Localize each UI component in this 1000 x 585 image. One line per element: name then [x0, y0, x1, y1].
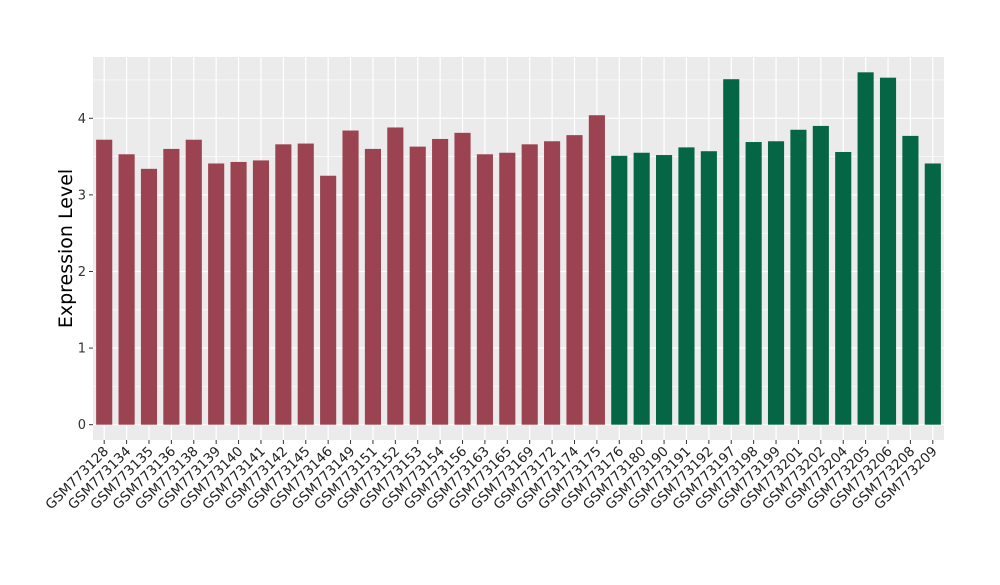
- bar-GSM773202: [812, 125, 829, 425]
- bar-GSM773151: [364, 148, 381, 425]
- bar-GSM773163: [476, 154, 493, 425]
- bar-GSM773192: [700, 151, 717, 425]
- y-tick-label: 0: [78, 418, 86, 433]
- x-axis: GSM773128GSM773134GSM773135GSM773136GSM7…: [43, 440, 941, 513]
- bar-GSM773172: [544, 141, 561, 425]
- bar-GSM773136: [163, 148, 180, 425]
- bar-GSM773165: [499, 152, 516, 425]
- y-tick-label: 1: [78, 342, 86, 357]
- bar-GSM773154: [432, 138, 449, 425]
- bar-GSM773134: [118, 154, 135, 425]
- bar-GSM773156: [454, 132, 471, 425]
- bar-GSM773198: [745, 142, 762, 425]
- bar-GSM773142: [275, 144, 292, 425]
- y-tick-label: 4: [78, 112, 86, 127]
- bar-GSM773140: [230, 161, 247, 425]
- bar-GSM773174: [566, 135, 583, 425]
- bar-GSM773205: [857, 72, 874, 425]
- bar-GSM773191: [678, 147, 695, 425]
- bar-GSM773128: [96, 139, 113, 425]
- bar-GSM773204: [835, 151, 852, 425]
- y-tick-label: 3: [78, 188, 86, 203]
- bar-GSM773201: [790, 129, 807, 425]
- bar-GSM773180: [633, 152, 650, 425]
- bar-GSM773169: [521, 144, 538, 425]
- bars: [96, 72, 941, 425]
- bar-GSM773152: [387, 127, 404, 425]
- bar-GSM773139: [208, 163, 225, 425]
- bar-GSM773141: [252, 160, 270, 425]
- bar-GSM773206: [879, 77, 897, 425]
- bar-GSM773149: [342, 130, 359, 425]
- y-axis-title: Expression Level: [55, 169, 77, 328]
- bar-GSM773153: [409, 146, 426, 425]
- bar-GSM773138: [185, 139, 202, 425]
- y-tick-label: 2: [78, 265, 86, 280]
- bar-GSM773146: [320, 175, 337, 425]
- bar-GSM773176: [611, 155, 628, 425]
- bar-GSM773145: [297, 143, 314, 425]
- bar-GSM773199: [767, 141, 785, 425]
- bar-GSM773208: [902, 135, 919, 425]
- bar-GSM773175: [588, 115, 605, 425]
- bar-GSM773197: [723, 79, 740, 425]
- y-axis: 0 1 2 3 4: [78, 112, 93, 433]
- bar-GSM773190: [656, 155, 673, 425]
- bar-GSM773209: [924, 163, 941, 425]
- bar-GSM773135: [140, 168, 158, 425]
